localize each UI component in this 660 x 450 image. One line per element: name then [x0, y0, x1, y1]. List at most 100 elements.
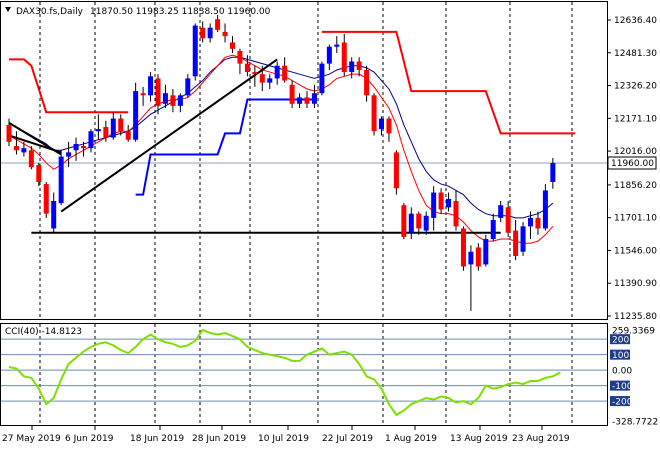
channel-upper-line — [321, 30, 576, 135]
candle-body — [170, 95, 176, 106]
candle-body — [110, 118, 116, 138]
candle-body — [125, 131, 131, 140]
candle-body — [73, 143, 79, 151]
candle-body — [520, 226, 526, 252]
cci-level-label: 100 — [612, 351, 629, 361]
price-tick-label: 12171.10 — [614, 114, 657, 124]
price-tick-label: 12636.40 — [614, 16, 657, 26]
date-label: 10 Jul 2019 — [258, 434, 309, 444]
date-label: 18 Jun 2019 — [130, 434, 184, 444]
date-label: 23 Aug 2019 — [512, 434, 570, 444]
date-label: 1 Aug 2019 — [385, 434, 437, 444]
date-label: 27 May 2019 — [2, 434, 61, 444]
candle-body — [81, 146, 86, 149]
candle-body — [341, 42, 347, 73]
date-label: 13 Aug 2019 — [450, 434, 508, 444]
price-tick-label: 12326.20 — [614, 82, 657, 92]
current-price-label: 11960.00 — [611, 159, 654, 169]
candle-body — [505, 207, 511, 233]
candle-body — [356, 61, 362, 70]
chart-header-symbol: DAX30.fs,Daily — [16, 7, 84, 17]
candle-body — [58, 156, 64, 204]
date-label: 6 Jun 2019 — [65, 434, 114, 444]
candle-body — [237, 50, 243, 64]
candle-body — [550, 162, 556, 182]
candle-body — [364, 69, 370, 96]
candle-body — [393, 152, 399, 189]
candle-body — [244, 63, 250, 73]
candle-body — [118, 118, 124, 132]
candle-body — [267, 78, 273, 83]
candle-body — [36, 165, 42, 182]
cci-level-label: -100 — [612, 382, 633, 392]
candle-body — [133, 91, 139, 140]
price-tick-label: 12016.00 — [614, 147, 657, 157]
candle-body — [155, 78, 161, 106]
candle-body — [319, 63, 325, 94]
candle-body — [200, 27, 206, 39]
candle-body — [453, 200, 459, 227]
main-panel-frame — [0, 1, 608, 320]
cci-level-box — [610, 334, 630, 345]
candle-body — [468, 251, 474, 265]
candle-body — [282, 65, 288, 81]
candle-body — [259, 74, 265, 83]
cci-level-box — [610, 349, 630, 360]
candle-body — [192, 25, 198, 77]
chart-header-ohlc: 11870.50 11983.25 11838.50 11960.00 — [90, 7, 271, 17]
candle-body — [13, 146, 19, 151]
date-axis: 27 May 2019 6 Jun 2019 18 Jun 2019 28 Jun 2… — [2, 426, 570, 444]
cci-panel-frame — [0, 323, 608, 426]
price-tick-label: 11701.10 — [614, 214, 657, 224]
candle-body — [431, 192, 437, 218]
trendline — [8, 121, 62, 156]
cci-axis-label: 259.3369 — [612, 327, 655, 337]
candle-body — [475, 247, 481, 267]
candles — [6, 15, 556, 311]
candle-body — [326, 46, 332, 64]
candle-body — [103, 127, 109, 138]
candle-body — [230, 42, 235, 49]
candle-body — [386, 118, 392, 134]
candle-body — [207, 27, 213, 39]
candle-body — [535, 217, 541, 229]
date-label: 28 Jun 2019 — [192, 434, 246, 444]
price-axis: 12636.40 12481.30 12326.20 12171.10 12016.00… — [607, 16, 657, 322]
candle-body — [304, 97, 310, 104]
price-tick-label: 11390.90 — [614, 279, 657, 289]
candle-body — [371, 95, 377, 132]
candle-body — [66, 152, 72, 157]
candle-body — [446, 198, 452, 208]
price-tick-label: 12481.30 — [614, 49, 657, 59]
price-tick-label: 11856.20 — [614, 181, 657, 191]
current-price-marker: 11960.00 — [607, 156, 657, 170]
candle-body — [88, 131, 94, 149]
candle-body — [6, 124, 12, 142]
candle-body — [401, 205, 407, 237]
collapse-triangle-icon[interactable] — [5, 7, 11, 12]
candle-body — [408, 213, 414, 233]
vertical-grid — [1, 2, 607, 425]
cci-label: CCI(40) -14.8123 — [5, 327, 82, 337]
candle-body — [215, 19, 221, 30]
channel-upper-line — [9, 58, 129, 114]
candle-body — [349, 61, 355, 73]
trendline — [60, 58, 278, 213]
date-label: 22 Jul 2019 — [322, 434, 373, 444]
cci-level-box — [610, 396, 630, 407]
price-tick-label: 11235.80 — [614, 312, 657, 322]
cci-series-line — [8, 328, 561, 417]
candle-body — [483, 239, 489, 265]
candle-body — [379, 118, 384, 130]
candle-body — [498, 205, 504, 218]
candle-body — [140, 93, 146, 96]
candle-body — [513, 230, 519, 256]
candle-body — [311, 93, 317, 104]
candle-body — [423, 215, 429, 231]
cci-level-box — [610, 380, 630, 391]
candle-body — [438, 192, 444, 210]
cci-line — [8, 328, 561, 417]
cci-level-label: -200 — [612, 398, 633, 408]
